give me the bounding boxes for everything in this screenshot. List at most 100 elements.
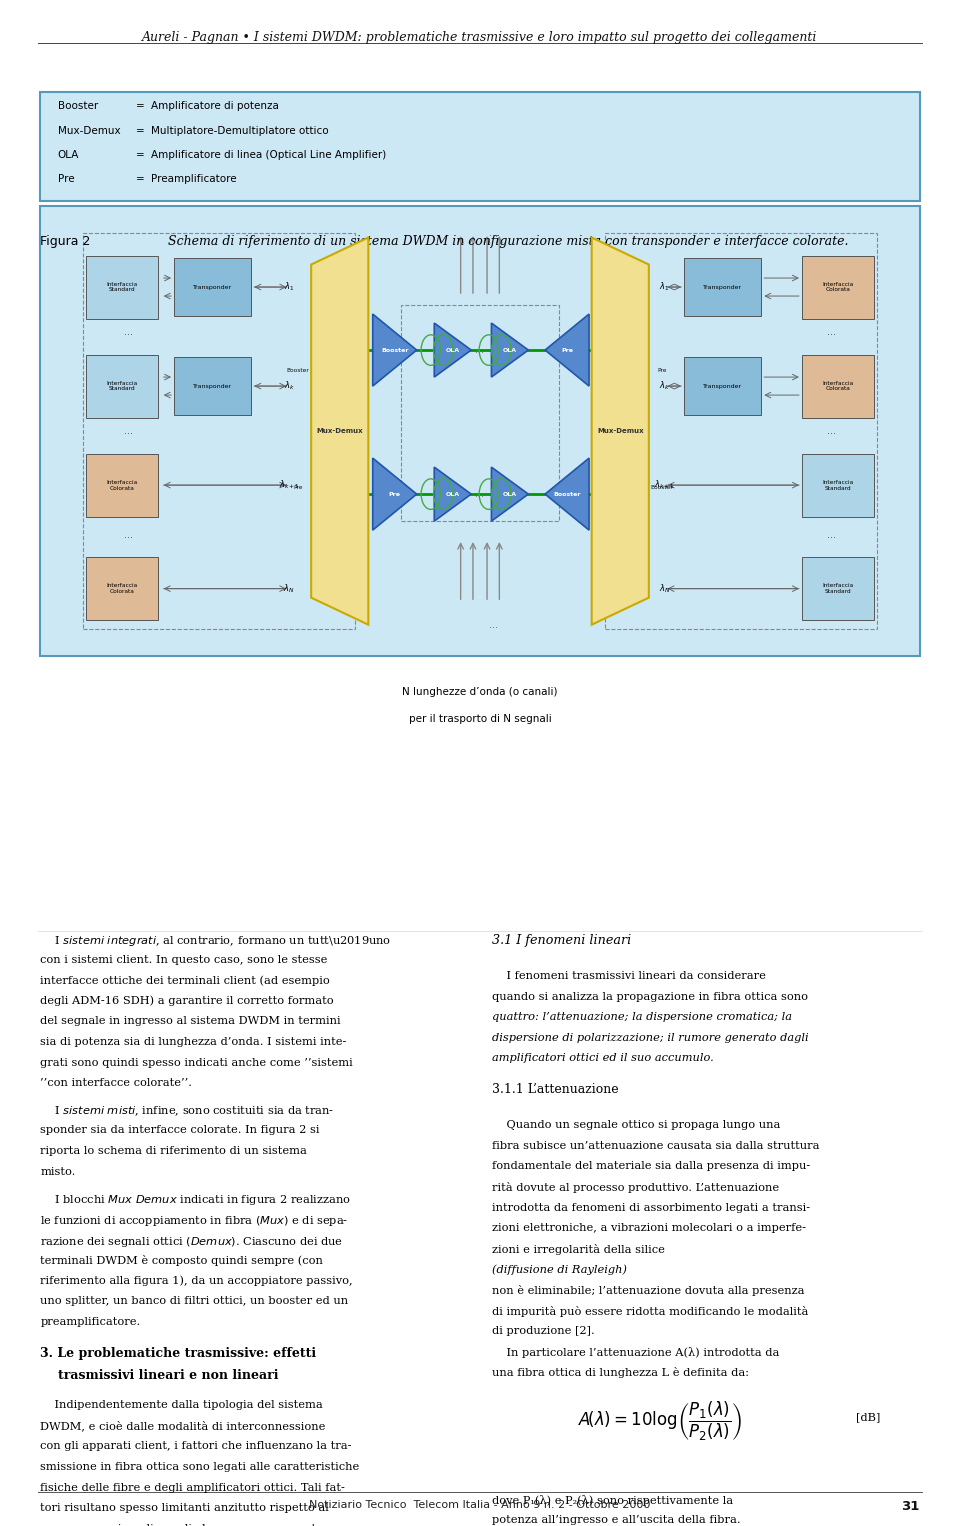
FancyBboxPatch shape (86, 557, 158, 620)
Text: quattro: l’attenuazione; la dispersione cromatica; la: quattro: l’attenuazione; la dispersione … (492, 1012, 791, 1022)
Text: rità dovute al processo produttivo. L’attenuazione: rità dovute al processo produttivo. L’at… (492, 1183, 779, 1193)
FancyBboxPatch shape (802, 354, 874, 418)
Text: ...: ... (124, 327, 132, 337)
Text: ...: ... (489, 227, 497, 238)
Text: I $\it{sistemi\ integrati}$, al contrario, formano un tutt\u2019uno: I $\it{sistemi\ integrati}$, al contrari… (40, 934, 392, 948)
Text: Quando un segnale ottico si propaga lungo una: Quando un segnale ottico si propaga lung… (492, 1120, 780, 1131)
Text: ...: ... (475, 345, 485, 356)
Text: [dB]: [dB] (856, 1413, 880, 1422)
Text: 31: 31 (901, 1500, 920, 1514)
Text: OLA: OLA (503, 348, 517, 353)
Text: smissione in fibra ottica sono legati alle caratteristiche: smissione in fibra ottica sono legati al… (40, 1462, 360, 1473)
Text: OLA: OLA (503, 491, 517, 496)
FancyBboxPatch shape (174, 357, 252, 415)
Text: degli ADM-16 SDH) a garantire il corretto formato: degli ADM-16 SDH) a garantire il corrett… (40, 996, 334, 1006)
Text: $\lambda_k$: $\lambda_k$ (660, 380, 670, 392)
Text: riferimento alla figura 1), da un accoppiatore passivo,: riferimento alla figura 1), da un accopp… (40, 1276, 353, 1286)
Text: interfacce ottiche dei terminali client (ad esempio: interfacce ottiche dei terminali client … (40, 975, 330, 986)
Text: uno splitter, un banco di filtri ottici, un booster ed un: uno splitter, un banco di filtri ottici,… (40, 1297, 348, 1306)
Text: =: = (136, 150, 145, 160)
Text: con gli apparati client, i fattori che influenzano la tra-: con gli apparati client, i fattori che i… (40, 1442, 351, 1451)
Polygon shape (545, 458, 589, 530)
Text: Transponder: Transponder (193, 284, 232, 290)
Text: trasmissivi lineari e non lineari: trasmissivi lineari e non lineari (58, 1369, 278, 1383)
Text: Transponder: Transponder (703, 383, 742, 389)
Text: =: = (136, 101, 145, 111)
Text: non è eliminabile; l’attenuazione dovuta alla presenza: non è eliminabile; l’attenuazione dovuta… (492, 1285, 804, 1296)
Text: Booster: Booster (58, 101, 98, 111)
FancyBboxPatch shape (86, 255, 158, 319)
Text: $\lambda_N$: $\lambda_N$ (283, 583, 295, 595)
Text: Interfaccia
Colorata: Interfaccia Colorata (823, 282, 853, 293)
Text: grati sono quindi spesso indicati anche come ’’sistemi: grati sono quindi spesso indicati anche … (40, 1058, 353, 1068)
Text: dove P₁(λ) e P₂(λ) sono rispettivamente la: dove P₁(λ) e P₂(λ) sono rispettivamente … (492, 1495, 732, 1506)
Text: riporta lo schema di riferimento di un sistema: riporta lo schema di riferimento di un s… (40, 1146, 307, 1157)
Text: Multiplatore-Demultiplatore ottico: Multiplatore-Demultiplatore ottico (151, 125, 328, 136)
FancyBboxPatch shape (802, 453, 874, 517)
Text: Pre: Pre (58, 174, 74, 185)
Text: $\lambda_k$: $\lambda_k$ (284, 380, 295, 392)
Text: Pre: Pre (561, 348, 573, 353)
Text: del segnale in ingresso al sistema DWDM in termini: del segnale in ingresso al sistema DWDM … (40, 1016, 341, 1027)
Text: Indipendentemente dalla tipologia del sistema: Indipendentemente dalla tipologia del si… (40, 1401, 324, 1410)
Text: 3. Le problematiche trasmissive: effetti: 3. Le problematiche trasmissive: effetti (40, 1347, 317, 1360)
Polygon shape (311, 238, 369, 624)
Text: Booster: Booster (651, 485, 673, 490)
Text: I $\it{sistemi\ misti}$, infine, sono costituiti sia da tran-: I $\it{sistemi\ misti}$, infine, sono co… (40, 1105, 334, 1119)
Polygon shape (492, 324, 528, 377)
Text: Mux-Demux: Mux-Demux (316, 429, 363, 433)
Text: sia di potenza sia di lunghezza d’onda. I sistemi inte-: sia di potenza sia di lunghezza d’onda. … (40, 1038, 347, 1047)
Text: Interfaccia
Colorata: Interfaccia Colorata (823, 380, 853, 392)
Text: fibra subisce un’attenuazione causata sia dalla struttura: fibra subisce un’attenuazione causata si… (492, 1141, 819, 1151)
Text: numero massimo di canali che possono essere tra-: numero massimo di canali che possono ess… (40, 1524, 333, 1526)
Text: ’’con interfacce colorate’’.: ’’con interfacce colorate’’. (40, 1079, 192, 1088)
Text: ...: ... (124, 426, 132, 436)
Polygon shape (372, 458, 417, 530)
Polygon shape (545, 314, 589, 386)
Text: per il trasporto di N segnali: per il trasporto di N segnali (409, 714, 551, 725)
Text: $\lambda_N$: $\lambda_N$ (659, 583, 670, 595)
Text: tori risultano spesso limitanti anzitutto rispetto al: tori risultano spesso limitanti anzitutt… (40, 1503, 329, 1514)
Text: Booster: Booster (553, 491, 581, 496)
Text: I fenomeni trasmissivi lineari da considerare: I fenomeni trasmissivi lineari da consid… (492, 971, 765, 981)
Text: Amplificatore di linea (Optical Line Amplifier): Amplificatore di linea (Optical Line Amp… (151, 150, 386, 160)
Text: con i sistemi client. In questo caso, sono le stesse: con i sistemi client. In questo caso, so… (40, 955, 327, 964)
Text: Interfaccia
Standard: Interfaccia Standard (823, 479, 853, 490)
Text: $\lambda_1$: $\lambda_1$ (284, 281, 295, 293)
Text: ...: ... (828, 426, 836, 436)
Text: ...: ... (475, 490, 485, 499)
Text: preamplificatore.: preamplificatore. (40, 1317, 140, 1328)
Text: OLA: OLA (58, 150, 79, 160)
Text: Interfaccia
Standard: Interfaccia Standard (823, 583, 853, 594)
Text: Interfaccia
Standard: Interfaccia Standard (107, 282, 137, 293)
Text: $\lambda_1$: $\lambda_1$ (660, 281, 670, 293)
Text: ...: ... (124, 530, 132, 540)
Text: Transponder: Transponder (703, 284, 742, 290)
Polygon shape (492, 467, 528, 522)
Text: razione dei segnali ottici $\it{(Demux)}$. Ciascuno dei due: razione dei segnali ottici $\it{(Demux)}… (40, 1235, 344, 1248)
Text: (diffusione di Rayleigh): (diffusione di Rayleigh) (492, 1265, 627, 1276)
Text: Pre: Pre (658, 368, 667, 372)
Polygon shape (434, 324, 471, 377)
Text: Pre: Pre (293, 485, 302, 490)
Text: misto.: misto. (40, 1167, 76, 1177)
Text: fondamentale del materiale sia dalla presenza di impu-: fondamentale del materiale sia dalla pre… (492, 1161, 810, 1172)
Text: $\lambda_{k+1}$: $\lambda_{k+1}$ (278, 479, 300, 491)
Text: N lunghezze d’onda (o canali): N lunghezze d’onda (o canali) (402, 687, 558, 697)
FancyBboxPatch shape (40, 206, 920, 656)
Text: zioni e irregolarità della silice: zioni e irregolarità della silice (492, 1244, 664, 1254)
Text: ...: ... (828, 327, 836, 337)
Text: Amplificatore di potenza: Amplificatore di potenza (151, 101, 278, 111)
Text: $\lambda_{k+1}$: $\lambda_{k+1}$ (654, 479, 675, 491)
Text: Notiziario Tecnico  Telecom Italia - Anno 9 n. 2 - Ottobre 2000: Notiziario Tecnico Telecom Italia - Anno… (309, 1500, 651, 1511)
FancyBboxPatch shape (684, 357, 761, 415)
Text: di produzione [2].: di produzione [2]. (492, 1326, 594, 1337)
Text: DWDM, e cioè dalle modalità di interconnessione: DWDM, e cioè dalle modalità di interconn… (40, 1421, 325, 1431)
Polygon shape (434, 467, 471, 522)
Text: ...: ... (489, 620, 497, 630)
FancyBboxPatch shape (802, 255, 874, 319)
Text: introdotta da fenomeni di assorbimento legati a transi-: introdotta da fenomeni di assorbimento l… (492, 1202, 809, 1213)
Polygon shape (372, 314, 417, 386)
Text: 3.1.1 L’attenuazione: 3.1.1 L’attenuazione (492, 1083, 618, 1096)
Text: una fibra ottica di lunghezza L è definita da:: una fibra ottica di lunghezza L è defini… (492, 1367, 749, 1378)
